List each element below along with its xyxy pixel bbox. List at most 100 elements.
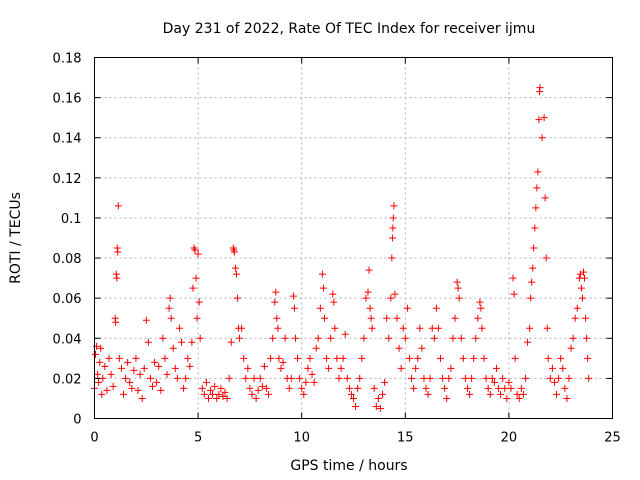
data-point bbox=[389, 214, 397, 222]
data-point bbox=[584, 354, 592, 362]
data-point bbox=[535, 116, 543, 124]
data-point bbox=[569, 334, 577, 342]
data-point bbox=[457, 334, 465, 342]
data-point bbox=[410, 384, 418, 392]
y-tick-label: 0 bbox=[73, 413, 81, 428]
data-point bbox=[441, 384, 449, 392]
data-point bbox=[428, 324, 436, 332]
data-point bbox=[250, 374, 258, 382]
data-point bbox=[437, 354, 445, 362]
y-tick-label: 0.06 bbox=[53, 292, 82, 307]
data-point bbox=[403, 304, 411, 312]
data-point bbox=[122, 374, 130, 382]
data-point bbox=[530, 244, 538, 252]
data-point bbox=[385, 334, 393, 342]
data-point bbox=[559, 364, 567, 372]
data-point bbox=[92, 350, 100, 358]
data-point bbox=[354, 384, 362, 392]
y-tick-label: 0.16 bbox=[53, 92, 82, 107]
data-point bbox=[443, 394, 451, 402]
data-point bbox=[101, 362, 109, 370]
data-point bbox=[277, 364, 285, 372]
data-point bbox=[198, 384, 206, 392]
data-point bbox=[484, 384, 492, 392]
data-point bbox=[571, 314, 579, 322]
data-point bbox=[329, 290, 337, 298]
data-point bbox=[461, 374, 469, 382]
data-point bbox=[585, 374, 593, 382]
data-point bbox=[478, 324, 486, 332]
data-point bbox=[477, 304, 485, 312]
data-point bbox=[248, 390, 256, 398]
data-point bbox=[577, 284, 585, 292]
data-point bbox=[120, 390, 128, 398]
data-point bbox=[225, 374, 233, 382]
data-point bbox=[242, 374, 250, 382]
data-point bbox=[153, 378, 161, 386]
data-point bbox=[275, 354, 283, 362]
data-point bbox=[163, 370, 171, 378]
data-point bbox=[399, 324, 407, 332]
data-point bbox=[468, 374, 476, 382]
data-point bbox=[217, 384, 225, 392]
data-point bbox=[480, 354, 488, 362]
data-point bbox=[302, 378, 310, 386]
data-point bbox=[281, 334, 289, 342]
data-point bbox=[455, 294, 463, 302]
data-point bbox=[175, 324, 183, 332]
data-point bbox=[310, 378, 318, 386]
data-point bbox=[528, 278, 536, 286]
data-point bbox=[134, 386, 142, 394]
data-point bbox=[271, 298, 279, 306]
y-tick-label: 0.18 bbox=[53, 52, 82, 67]
data-point bbox=[167, 314, 175, 322]
data-point bbox=[538, 134, 546, 142]
data-point bbox=[393, 314, 401, 322]
data-point bbox=[186, 362, 194, 370]
data-point bbox=[358, 354, 366, 362]
data-point bbox=[184, 354, 192, 362]
data-point bbox=[416, 324, 424, 332]
data-point bbox=[501, 384, 509, 392]
y-tick-label: 0.14 bbox=[53, 132, 82, 147]
data-point bbox=[389, 224, 397, 232]
data-point bbox=[323, 354, 331, 362]
data-point bbox=[113, 274, 121, 282]
data-point bbox=[470, 354, 478, 362]
data-point bbox=[499, 374, 507, 382]
data-point bbox=[432, 304, 440, 312]
data-point bbox=[459, 354, 467, 362]
data-point bbox=[333, 354, 341, 362]
data-point bbox=[529, 264, 537, 272]
chart-title: Day 231 of 2022, Rate Of TEC Index for r… bbox=[163, 21, 536, 37]
data-point bbox=[414, 354, 422, 362]
data-point bbox=[130, 366, 138, 374]
data-point bbox=[294, 354, 302, 362]
data-point bbox=[132, 354, 140, 362]
data-point bbox=[546, 374, 554, 382]
data-point bbox=[503, 394, 511, 402]
data-point bbox=[126, 378, 134, 386]
data-point bbox=[155, 362, 163, 370]
y-tick-label: 0.1 bbox=[61, 212, 82, 227]
data-point bbox=[209, 390, 217, 398]
data-point bbox=[314, 334, 322, 342]
data-point bbox=[454, 284, 462, 292]
data-point bbox=[260, 362, 268, 370]
data-point bbox=[356, 374, 364, 382]
data-point bbox=[98, 390, 106, 398]
data-point bbox=[330, 298, 338, 306]
data-point bbox=[308, 370, 316, 378]
data-point bbox=[486, 390, 494, 398]
data-point bbox=[335, 374, 343, 382]
data-point bbox=[165, 304, 173, 312]
data-point bbox=[439, 374, 447, 382]
x-tick-label: 15 bbox=[397, 431, 414, 446]
data-point bbox=[103, 386, 111, 394]
data-point bbox=[401, 334, 409, 342]
data-point bbox=[449, 334, 457, 342]
data-point bbox=[173, 374, 181, 382]
data-point bbox=[434, 324, 442, 332]
data-point bbox=[287, 374, 295, 382]
data-point bbox=[463, 384, 471, 392]
